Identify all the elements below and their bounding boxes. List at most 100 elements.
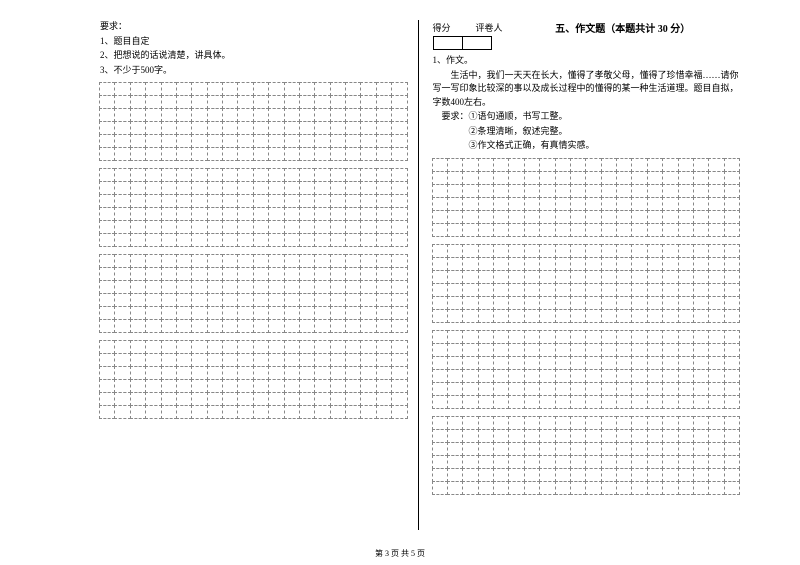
grid-cell[interactable] (693, 309, 709, 323)
grid-cell[interactable] (268, 194, 284, 208)
grid-cell[interactable] (207, 207, 223, 221)
grid-cell[interactable] (222, 181, 238, 195)
grid-cell[interactable] (391, 353, 407, 367)
grid-cell[interactable] (693, 429, 709, 443)
grid-cell[interactable] (330, 233, 346, 247)
grid-cell[interactable] (161, 319, 177, 333)
grid-cell[interactable] (345, 267, 361, 281)
grid-cell[interactable] (647, 369, 663, 383)
grid-cell[interactable] (207, 319, 223, 333)
grid-cell[interactable] (284, 121, 300, 135)
grid-cell[interactable] (114, 207, 130, 221)
grid-cell[interactable] (114, 181, 130, 195)
grid-cell[interactable] (191, 147, 207, 161)
grid-cell[interactable] (284, 306, 300, 320)
grid-cell[interactable] (524, 184, 540, 198)
grid-cell[interactable] (708, 481, 724, 495)
grid-cell[interactable] (360, 220, 376, 234)
grid-cell[interactable] (161, 181, 177, 195)
grid-cell[interactable] (616, 283, 632, 297)
grid-cell[interactable] (345, 233, 361, 247)
grid-cell[interactable] (314, 405, 330, 419)
grid-cell[interactable] (678, 369, 694, 383)
grid-cell[interactable] (724, 455, 740, 469)
grid-cell[interactable] (539, 343, 555, 357)
grid-cell[interactable] (130, 168, 146, 182)
grid-cell[interactable] (161, 121, 177, 135)
grid-cell[interactable] (376, 108, 392, 122)
grid-cell[interactable] (662, 468, 678, 482)
grid-cell[interactable] (253, 254, 269, 268)
grid-cell[interactable] (678, 244, 694, 258)
grid-cell[interactable] (284, 353, 300, 367)
grid-cell[interactable] (176, 366, 192, 380)
grid-cell[interactable] (345, 254, 361, 268)
grid-cell[interactable] (253, 220, 269, 234)
grid-cell[interactable] (555, 429, 571, 443)
grid-cell[interactable] (693, 171, 709, 185)
grid-cell[interactable] (207, 366, 223, 380)
grid-cell[interactable] (708, 343, 724, 357)
grid-cell[interactable] (130, 233, 146, 247)
grid-cell[interactable] (693, 356, 709, 370)
grid-cell[interactable] (330, 254, 346, 268)
grid-cell[interactable] (391, 207, 407, 221)
grid-cell[interactable] (432, 481, 448, 495)
grid-cell[interactable] (191, 293, 207, 307)
grid-cell[interactable] (145, 121, 161, 135)
grid-cell[interactable] (662, 171, 678, 185)
grid-cell[interactable] (539, 455, 555, 469)
grid-cell[interactable] (570, 442, 586, 456)
grid-cell[interactable] (360, 392, 376, 406)
grid-cell[interactable] (447, 210, 463, 224)
grid-cell[interactable] (176, 340, 192, 354)
grid-cell[interactable] (478, 416, 494, 430)
grid-cell[interactable] (616, 455, 632, 469)
grid-cell[interactable] (493, 416, 509, 430)
grid-cell[interactable] (253, 95, 269, 109)
grid-cell[interactable] (376, 392, 392, 406)
grid-cell[interactable] (493, 395, 509, 409)
grid-cell[interactable] (391, 280, 407, 294)
grid-cell[interactable] (616, 296, 632, 310)
grid-cell[interactable] (616, 343, 632, 357)
grid-cell[interactable] (616, 270, 632, 284)
grid-cell[interactable] (601, 416, 617, 430)
grid-cell[interactable] (376, 405, 392, 419)
grid-cell[interactable] (432, 171, 448, 185)
grid-cell[interactable] (360, 340, 376, 354)
grid-cell[interactable] (237, 134, 253, 148)
grid-cell[interactable] (478, 223, 494, 237)
grid-cell[interactable] (493, 356, 509, 370)
grid-cell[interactable] (570, 223, 586, 237)
grid-cell[interactable] (391, 82, 407, 96)
grid-cell[interactable] (508, 283, 524, 297)
grid-cell[interactable] (693, 343, 709, 357)
grid-cell[interactable] (493, 171, 509, 185)
grid-cell[interactable] (268, 319, 284, 333)
grid-cell[interactable] (99, 95, 115, 109)
grid-cell[interactable] (360, 134, 376, 148)
grid-cell[interactable] (462, 283, 478, 297)
grid-cell[interactable] (222, 207, 238, 221)
grid-cell[interactable] (222, 134, 238, 148)
grid-cell[interactable] (114, 293, 130, 307)
grid-cell[interactable] (478, 481, 494, 495)
grid-cell[interactable] (376, 134, 392, 148)
grid-cell[interactable] (222, 392, 238, 406)
grid-cell[interactable] (130, 82, 146, 96)
grid-cell[interactable] (462, 429, 478, 443)
grid-cell[interactable] (662, 309, 678, 323)
grid-cell[interactable] (693, 158, 709, 172)
grid-cell[interactable] (99, 121, 115, 135)
grid-cell[interactable] (524, 382, 540, 396)
grid-cell[interactable] (237, 108, 253, 122)
grid-cell[interactable] (708, 210, 724, 224)
grid-cell[interactable] (447, 309, 463, 323)
grid-cell[interactable] (207, 254, 223, 268)
grid-cell[interactable] (631, 257, 647, 271)
grid-cell[interactable] (601, 223, 617, 237)
grid-cell[interactable] (462, 223, 478, 237)
grid-cell[interactable] (114, 353, 130, 367)
grid-cell[interactable] (299, 134, 315, 148)
